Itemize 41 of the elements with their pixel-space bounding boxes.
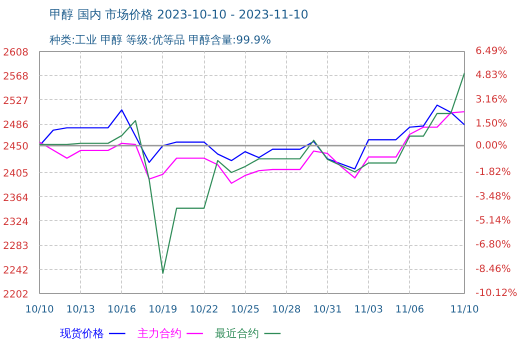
y-tick-label: 2364 [3, 192, 29, 204]
y2-tick-label: 0.00% [476, 140, 508, 152]
legend-label: 现货价格 [60, 327, 104, 340]
x-tick-label: 10/31 [312, 304, 342, 316]
line-series [40, 72, 464, 274]
y2-tick-label: 3.16% [476, 94, 508, 106]
legend-label: 最近合约 [215, 327, 260, 340]
y-tick-label: 2405 [3, 168, 29, 180]
x-tick-label: 10/28 [272, 304, 301, 316]
y-tick-label: 2450 [3, 142, 29, 153]
x-tick-label: 10/10 [25, 304, 54, 316]
y2-tick-label: -5.14% [476, 215, 511, 226]
line-series [40, 111, 464, 184]
y2-tick-label: -8.46% [476, 264, 511, 275]
y2-tick-label: -6.80% [476, 240, 511, 251]
x-tick-label: 10/25 [230, 304, 260, 316]
x-tick-label: 10/19 [148, 304, 178, 316]
x-tick-label: 10/13 [66, 304, 96, 316]
chart-subtitle: 种类:工业 甲醇 等级:优等品 甲醇含量:99.9% [50, 34, 272, 46]
x-tick-label: 11/10 [450, 304, 479, 316]
y-tick-label: 2283 [3, 241, 29, 252]
y-tick-label: 2527 [3, 96, 29, 107]
legend-label: 主力合约 [138, 327, 182, 340]
x-tick-label: 11/03 [354, 304, 383, 316]
x-tick-label: 10/22 [190, 304, 218, 316]
y2-tick-label: 1.50% [476, 118, 508, 130]
y-tick-label: 2242 [3, 266, 29, 277]
y-tick-label: 2202 [3, 290, 29, 300]
y2-tick-label: -3.48% [476, 191, 511, 202]
y2-tick-label: -10.12% [476, 288, 518, 299]
x-tick-label: 11/06 [395, 304, 424, 316]
line-series [40, 104, 464, 170]
y-tick-label: 2608 [3, 48, 29, 58]
chart-title: 甲醇 国内 市场价格 2023-10-10 - 2023-11-10 [50, 8, 308, 22]
y-tick-label: 2324 [3, 216, 29, 228]
y2-tick-label: 6.49% [476, 46, 508, 57]
y2-tick-label: 4.83% [476, 70, 508, 82]
x-tick-label: 10/16 [107, 304, 136, 316]
y2-tick-label: -1.82% [476, 167, 511, 178]
y-tick-label: 2486 [3, 120, 29, 132]
y-tick-label: 2568 [3, 71, 29, 82]
